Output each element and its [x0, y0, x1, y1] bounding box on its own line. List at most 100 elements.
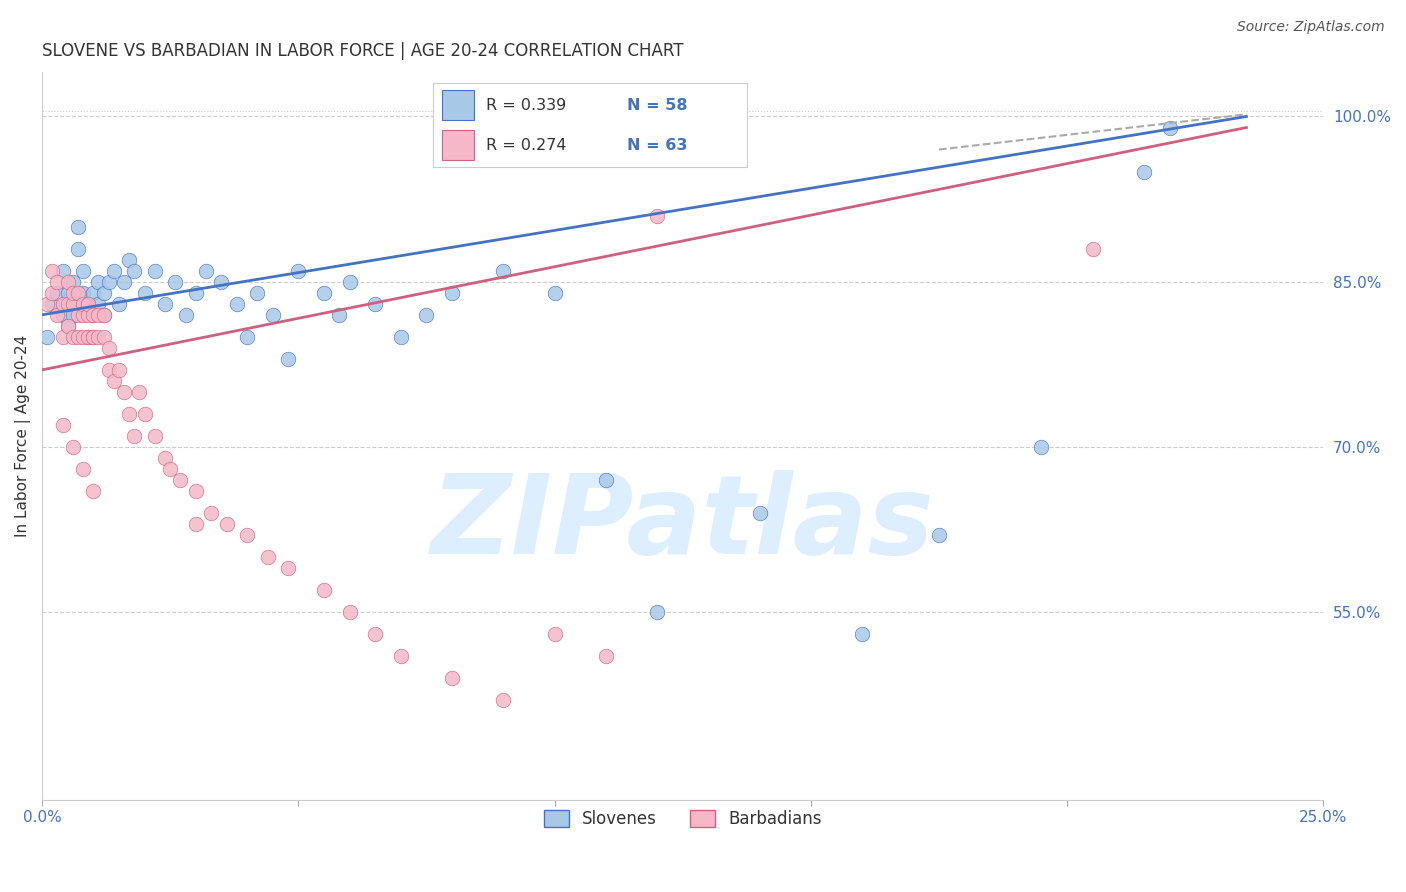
Point: [174, 308, 197, 322]
Text: Source: ZipAtlas.com: Source: ZipAtlas.com: [1237, 20, 1385, 34]
Point: [108, 363, 131, 377]
Point: [328, 308, 350, 322]
Point: [77, 297, 100, 311]
Point: [41, 285, 63, 300]
Point: [1031, 440, 1053, 454]
Point: [82, 285, 104, 300]
Point: [41, 264, 63, 278]
Point: [225, 297, 247, 311]
Point: [364, 297, 387, 311]
Point: [72, 308, 94, 322]
Point: [364, 627, 387, 641]
Point: [169, 473, 191, 487]
Legend: Slovenes, Barbadians: Slovenes, Barbadians: [537, 804, 828, 835]
Point: [66, 330, 89, 344]
Point: [112, 275, 135, 289]
Point: [62, 308, 84, 322]
Point: [37, 297, 59, 311]
Point: [93, 330, 115, 344]
Point: [66, 242, 89, 256]
Point: [118, 252, 141, 267]
Point: [87, 308, 110, 322]
Point: [97, 341, 120, 355]
Point: [82, 308, 104, 322]
Point: [77, 308, 100, 322]
Point: [93, 308, 115, 322]
Point: [236, 330, 259, 344]
Point: [389, 649, 412, 664]
Point: [645, 605, 668, 619]
Point: [82, 330, 104, 344]
Point: [82, 308, 104, 322]
Point: [87, 275, 110, 289]
Point: [128, 384, 150, 399]
Point: [441, 285, 464, 300]
Point: [52, 308, 75, 322]
Point: [124, 264, 146, 278]
Point: [93, 308, 115, 322]
Point: [66, 308, 89, 322]
Point: [62, 297, 84, 311]
Point: [215, 517, 238, 532]
Point: [195, 264, 218, 278]
Point: [97, 363, 120, 377]
Point: [262, 308, 284, 322]
Text: SLOVENE VS BARBADIAN IN LABOR FORCE | AGE 20-24 CORRELATION CHART: SLOVENE VS BARBADIAN IN LABOR FORCE | AG…: [42, 42, 683, 60]
Point: [312, 583, 335, 598]
Point: [77, 330, 100, 344]
Point: [165, 275, 187, 289]
Point: [103, 374, 125, 388]
Point: [82, 330, 104, 344]
Point: [72, 297, 94, 311]
Point: [143, 429, 166, 443]
Point: [287, 264, 309, 278]
Point: [56, 285, 79, 300]
Point: [62, 275, 84, 289]
Point: [87, 297, 110, 311]
Point: [184, 285, 207, 300]
Point: [41, 297, 63, 311]
Point: [56, 297, 79, 311]
Point: [46, 308, 69, 322]
Point: [56, 275, 79, 289]
Point: [595, 473, 617, 487]
Point: [389, 330, 412, 344]
Point: [46, 275, 69, 289]
Point: [312, 285, 335, 300]
Point: [46, 285, 69, 300]
Point: [52, 417, 75, 432]
Point: [77, 330, 100, 344]
Point: [1159, 120, 1181, 135]
Point: [87, 330, 110, 344]
Point: [211, 275, 233, 289]
Point: [441, 671, 464, 685]
Point: [118, 407, 141, 421]
Point: [134, 285, 156, 300]
Point: [103, 264, 125, 278]
Point: [415, 308, 437, 322]
Point: [851, 627, 873, 641]
Point: [108, 297, 131, 311]
Y-axis label: In Labor Force | Age 20-24: In Labor Force | Age 20-24: [15, 334, 31, 537]
Point: [256, 550, 278, 565]
Point: [52, 297, 75, 311]
Point: [1133, 164, 1156, 178]
Point: [56, 318, 79, 333]
Point: [97, 275, 120, 289]
Point: [62, 440, 84, 454]
Point: [928, 528, 950, 542]
Point: [52, 330, 75, 344]
Point: [236, 528, 259, 542]
Point: [153, 450, 176, 465]
Point: [595, 649, 617, 664]
Point: [246, 285, 269, 300]
Point: [277, 561, 299, 575]
Point: [748, 506, 770, 520]
Point: [277, 351, 299, 366]
Point: [153, 297, 176, 311]
Point: [184, 484, 207, 499]
Point: [645, 209, 668, 223]
Text: ZIPatlas: ZIPatlas: [430, 470, 935, 577]
Point: [134, 407, 156, 421]
Point: [66, 219, 89, 234]
